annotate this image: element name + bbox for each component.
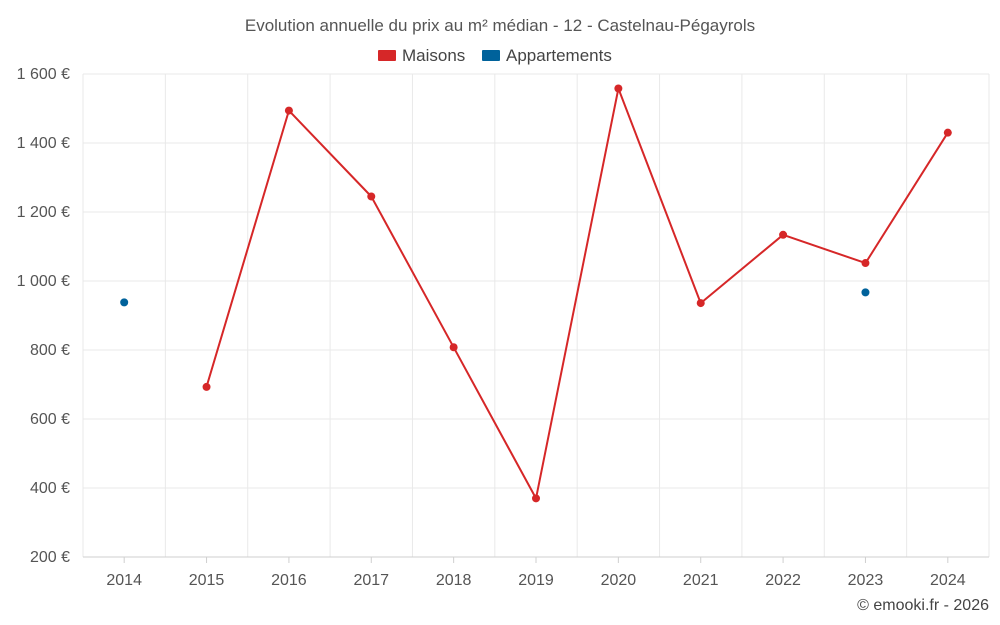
x-tick-label: 2016 <box>271 572 307 589</box>
y-tick-label: 200 € <box>30 549 70 566</box>
series-appartements <box>120 288 870 307</box>
data-point-appartements <box>120 298 129 307</box>
chart-title: Evolution annuelle du prix au m² médian … <box>245 16 755 35</box>
data-point-maisons <box>861 259 870 268</box>
x-tick-label: 2021 <box>683 572 719 589</box>
data-point-maisons <box>284 106 293 115</box>
data-point-appartements <box>861 288 870 297</box>
data-point-maisons <box>779 230 788 239</box>
y-tick-label: 1 000 € <box>17 273 70 290</box>
x-tick-label: 2023 <box>848 572 884 589</box>
legend-swatch-maisons <box>378 50 396 61</box>
y-tick-label: 800 € <box>30 342 70 359</box>
chart-grid <box>82 73 990 557</box>
data-point-maisons <box>449 343 458 352</box>
chart-axes: 200 € 400 € 600 € 800 € 1 000 € 1 200 € 1 400 … <box>17 66 989 589</box>
legend-label-maisons: Maisons <box>402 46 465 65</box>
x-tick-label: 2024 <box>930 572 966 589</box>
x-tick-label: 2020 <box>601 572 637 589</box>
chart-legend: Maisons Appartements <box>378 46 612 65</box>
y-tick-label: 400 € <box>30 480 70 497</box>
x-tick-label: 2017 <box>353 572 389 589</box>
y-tick-label: 1 600 € <box>17 66 70 83</box>
data-point-maisons <box>202 382 211 391</box>
x-tick-label: 2015 <box>189 572 225 589</box>
data-point-maisons <box>367 192 376 201</box>
data-point-maisons <box>614 84 623 93</box>
x-tick-label: 2022 <box>765 572 801 589</box>
chart-series <box>120 84 952 503</box>
data-point-maisons <box>532 494 540 503</box>
legend-swatch-appartements <box>482 50 500 61</box>
series-maisons <box>202 84 952 503</box>
data-point-maisons <box>943 128 952 137</box>
x-tick-label: 2019 <box>518 572 554 589</box>
data-point-maisons <box>696 299 705 308</box>
series-line-maisons <box>205 87 949 500</box>
y-tick-label: 1 400 € <box>17 135 70 152</box>
x-tick-label: 2018 <box>436 572 472 589</box>
legend-label-appartements: Appartements <box>506 46 612 65</box>
credit-text: © emooki.fr - 2026 <box>857 597 989 614</box>
x-tick-label: 2014 <box>106 572 142 589</box>
y-tick-label: 1 200 € <box>17 204 70 221</box>
y-tick-label: 600 € <box>30 411 70 428</box>
